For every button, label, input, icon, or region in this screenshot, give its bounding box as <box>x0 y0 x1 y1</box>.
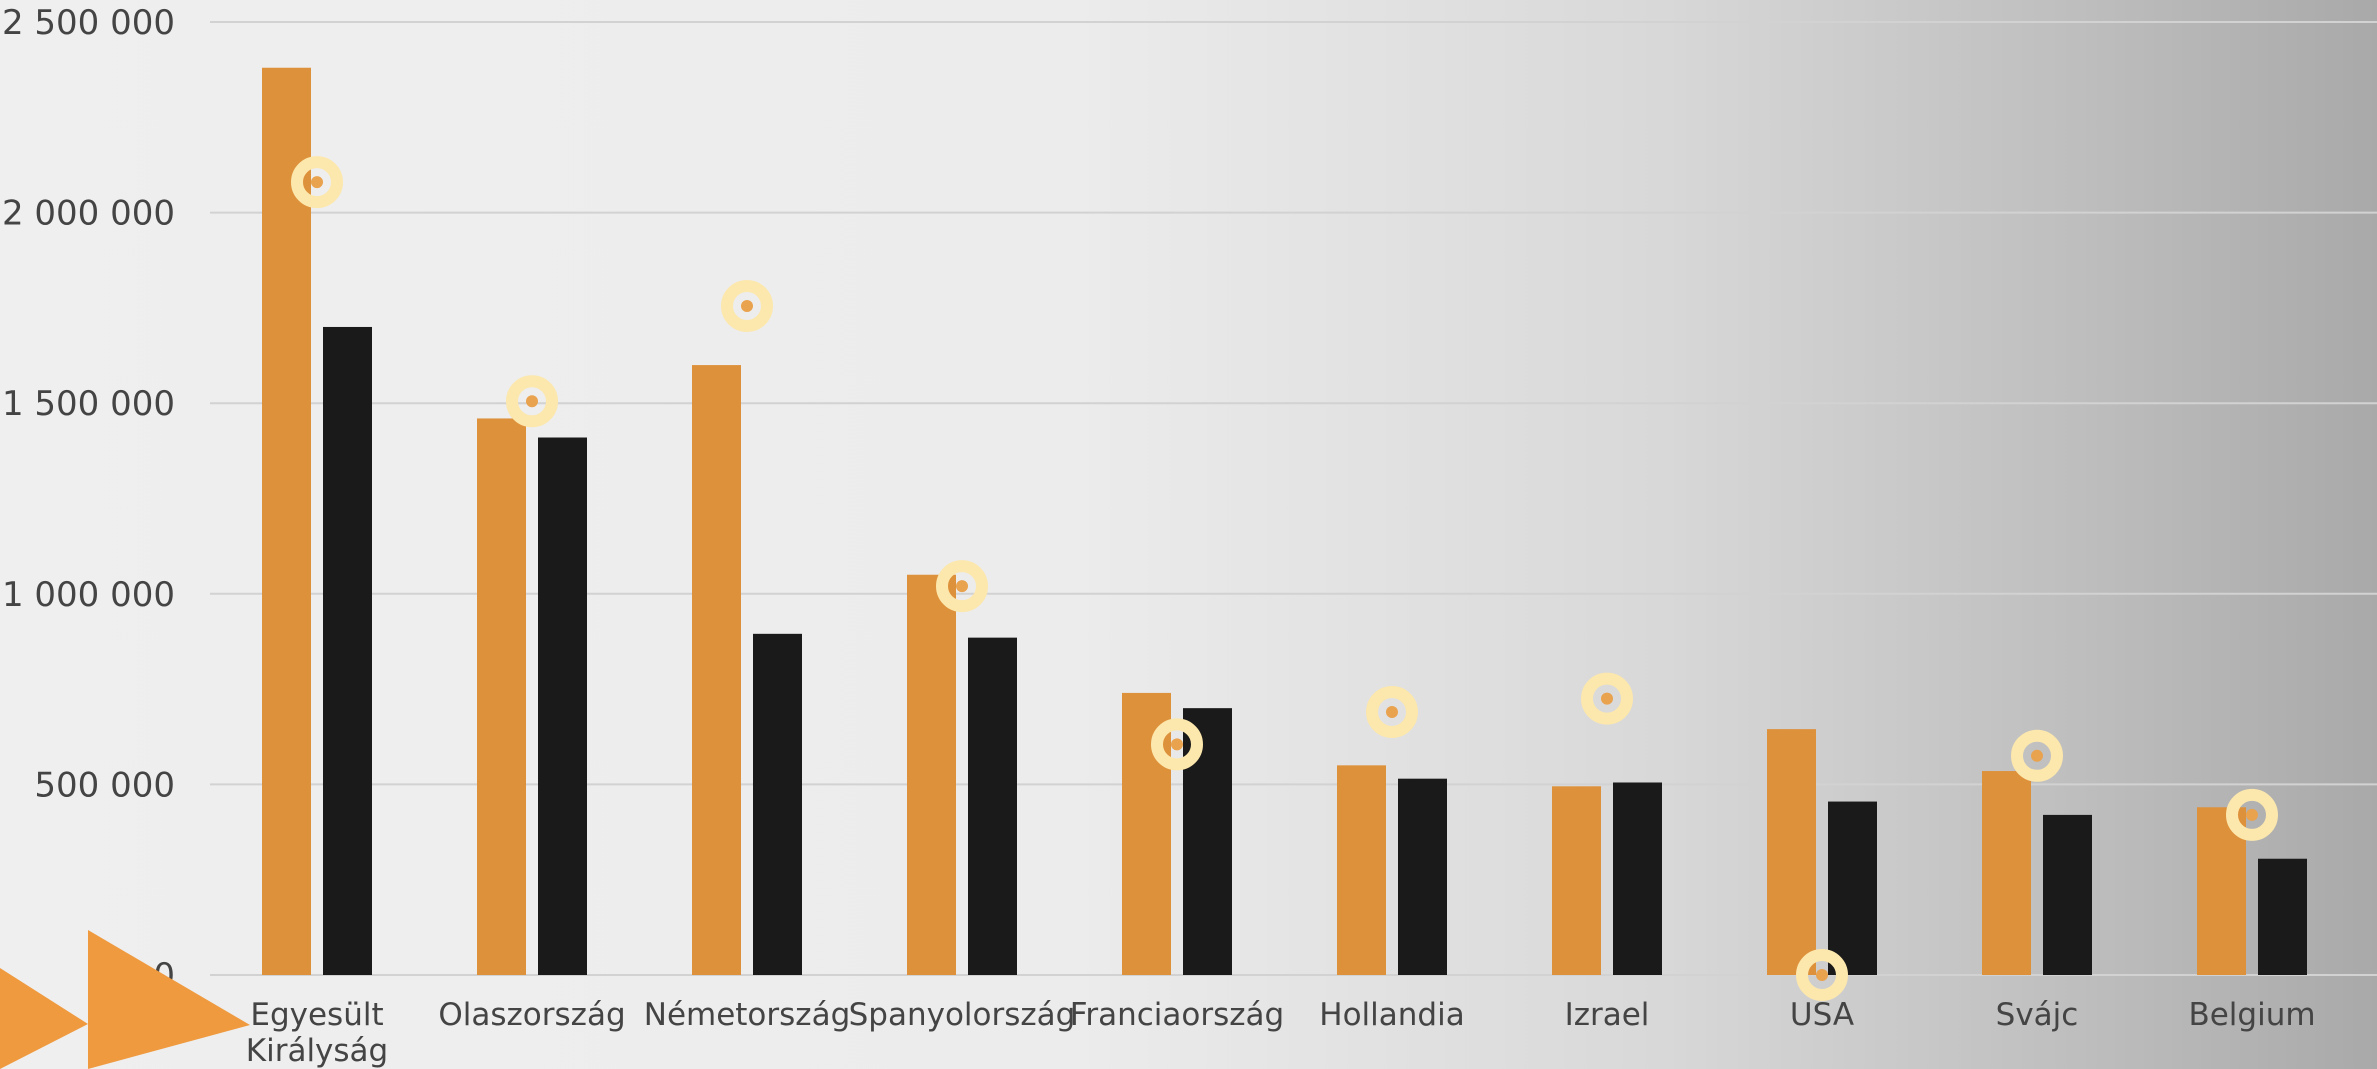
y-tick-label: 500 000 <box>34 765 175 805</box>
bar-series-2 <box>968 638 1017 975</box>
category-label: Izrael <box>1565 997 1650 1033</box>
decor-arrow-large <box>88 930 250 1069</box>
marker-point <box>2017 736 2057 776</box>
y-tick-label: 2 500 000 <box>2 3 175 43</box>
category-label: Németország <box>644 997 851 1033</box>
bar-series-2 <box>753 634 802 975</box>
bar-series-2 <box>1828 802 1877 975</box>
marker-point <box>1587 679 1627 719</box>
bar-series-1 <box>477 418 526 975</box>
bar-series-2 <box>538 438 587 975</box>
marker-point <box>1372 692 1412 732</box>
bar-series-1 <box>1767 729 1816 975</box>
category-label: Svájc <box>1996 997 2079 1033</box>
bar-series-2 <box>1613 782 1662 975</box>
bars <box>262 68 2307 975</box>
bar-series-2 <box>2258 859 2307 975</box>
marker-point <box>727 286 767 326</box>
bar-series-2 <box>1398 779 1447 975</box>
markers <box>297 162 2272 995</box>
bar-series-1 <box>1337 765 1386 975</box>
category-label: Spanyolország <box>849 997 1076 1033</box>
marker-point <box>512 381 552 421</box>
bar-series-2 <box>323 327 372 975</box>
category-label: Hollandia <box>1319 997 1464 1033</box>
bar-series-1 <box>1982 771 2031 975</box>
y-tick-label: 1 500 000 <box>2 384 175 424</box>
y-tick-label: 2 000 000 <box>2 194 175 234</box>
category-label: Olaszország <box>438 997 625 1033</box>
marker-point <box>2232 795 2272 835</box>
y-tick-label: 1 000 000 <box>2 575 175 615</box>
marker-point <box>297 162 337 202</box>
decorative-arrows <box>0 930 250 1069</box>
category-label: USA <box>1790 997 1854 1033</box>
decor-arrow-small <box>0 968 88 1069</box>
marker-point <box>1157 724 1197 764</box>
marker-point <box>942 566 982 606</box>
category-label: Egyesült Királyság <box>246 997 388 1069</box>
category-label: Franciaország <box>1070 997 1284 1033</box>
category-label: Belgium <box>2188 997 2315 1033</box>
marker-point <box>1802 955 1842 995</box>
bar-series-1 <box>907 575 956 975</box>
bar-series-1 <box>692 365 741 975</box>
bar-series-2 <box>2043 815 2092 975</box>
bar-series-1 <box>1552 786 1601 975</box>
bar-series-2 <box>1183 708 1232 975</box>
